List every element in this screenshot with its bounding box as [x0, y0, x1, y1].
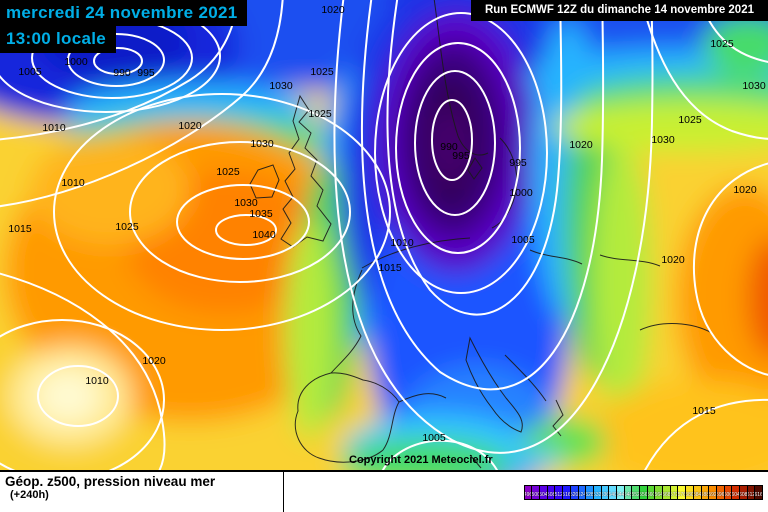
pressure-label: 1025 [710, 38, 734, 50]
pressure-label: 1020 [142, 355, 166, 367]
map-title: Géop. z500, pression niveau mer [5, 474, 216, 489]
pressure-label: 1030 [234, 197, 258, 209]
footer-bar: Géop. z500, pression niveau mer (+240h) … [0, 470, 768, 512]
pressure-label: 1015 [692, 405, 716, 417]
pressure-label: 1030 [651, 134, 675, 146]
pressure-label: 1025 [216, 166, 240, 178]
pressure-label: 1000 [509, 187, 533, 199]
pressure-label: 1020 [569, 139, 593, 151]
forecast-hour: (+240h) [10, 489, 49, 501]
color-scale: 496 500 504 508 512 516 520 524 528 532 536 540 544 5… [523, 484, 763, 500]
pressure-label: 1025 [308, 108, 332, 120]
legend-text-block: Géop. z500, pression niveau mer (+240h) [0, 472, 284, 512]
valid-time-overlay: mercredi 24 novembre 2021 13:00 locale [0, 0, 248, 53]
copyright-text: Copyright 2021 Meteociel.fr [349, 454, 493, 466]
pressure-label: 1020 [178, 120, 202, 132]
valid-date-text: mercredi 24 novembre 2021 [0, 0, 248, 27]
pressure-label: 1020 [733, 184, 757, 196]
pressure-label: 1040 [252, 229, 276, 241]
pressure-label: 1010 [42, 122, 66, 134]
map-labels: 1020 1000 1005 990 995 1025 1030 1025 1010 1020 10… [8, 4, 766, 444]
pressure-label: 1015 [378, 262, 402, 274]
pressure-label: 1010 [61, 177, 85, 189]
pressure-label: 1015 [8, 223, 32, 235]
pressure-label: 1030 [250, 138, 274, 150]
pressure-label: 1030 [742, 80, 766, 92]
pressure-label: 1000 [64, 56, 88, 68]
pressure-label: 1030 [269, 80, 293, 92]
pressure-label: 1035 [249, 208, 273, 220]
pressure-label: 1020 [661, 254, 685, 266]
pressure-label: 1025 [678, 114, 702, 126]
isobars [0, 0, 768, 470]
pressure-label: 1005 [511, 234, 535, 246]
valid-time-text: 13:00 locale [0, 26, 116, 53]
run-info-text: Run ECMWF 12Z du dimanche 14 novembre 20… [470, 0, 768, 21]
pressure-label: 1010 [85, 375, 109, 387]
pressure-label: 995 [137, 67, 155, 79]
pressure-label: 1005 [18, 66, 42, 78]
map-area: 1020 1000 1005 990 995 1025 1030 1025 1010 1020 10… [0, 0, 768, 470]
pressure-label: 990 [440, 141, 458, 153]
scale-step: 616 [754, 484, 763, 500]
pressure-label: 1010 [390, 237, 414, 249]
pressure-label: 1025 [310, 66, 334, 78]
pressure-label: 995 [452, 150, 470, 162]
pressure-label: 1005 [422, 432, 446, 444]
pressure-label: 995 [509, 157, 527, 169]
pressure-label: 1020 [321, 4, 345, 16]
pressure-label: 1025 [115, 221, 139, 233]
pressure-label: 990 [113, 67, 131, 79]
